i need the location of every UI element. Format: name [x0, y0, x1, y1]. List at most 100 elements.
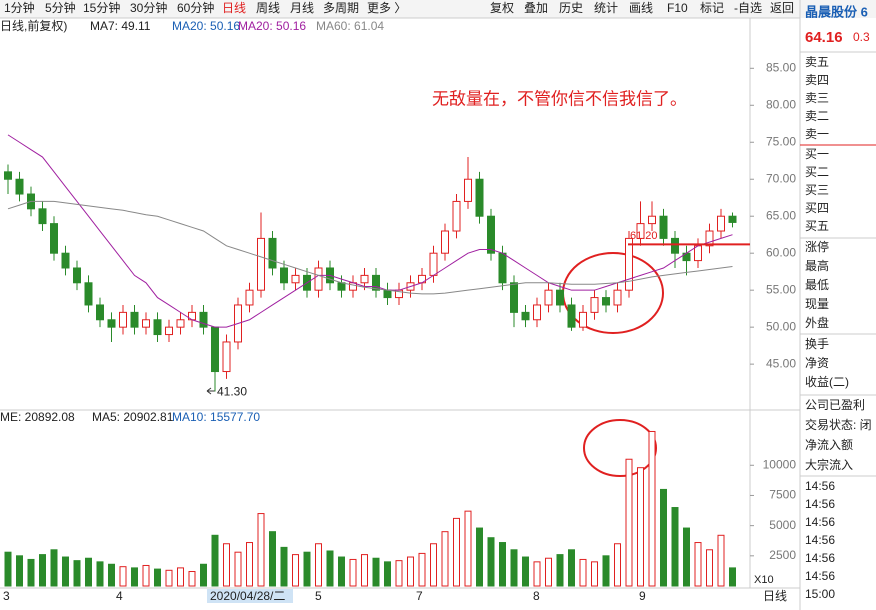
volume-bar: [223, 543, 230, 587]
tab[interactable]: 30分钟: [130, 0, 167, 15]
stock-name: 晶晨股份 6: [805, 4, 868, 19]
tab[interactable]: 更多 〉: [367, 1, 406, 15]
status-label: 大宗流入: [805, 457, 853, 472]
y-tick-label: 45.00: [766, 356, 796, 370]
sell-level: 卖二: [805, 109, 829, 123]
annotation: 无敌量在，不管你信不信我信了。: [432, 89, 687, 108]
volume-bar: [648, 430, 656, 587]
circle-annotation: [583, 419, 657, 477]
tab[interactable]: 周线: [256, 1, 280, 15]
tab[interactable]: 5分钟: [45, 0, 76, 15]
stat-label: 外盘: [805, 315, 829, 330]
volume-bar: [16, 555, 23, 587]
candle-body: [199, 311, 208, 328]
buy-level: 买二: [805, 165, 829, 179]
fin-label: 净资: [805, 356, 829, 370]
volume-bar: [292, 554, 299, 587]
volume-bar: [200, 563, 207, 587]
candle-body: [544, 289, 553, 306]
candle-body: [176, 319, 185, 328]
tab[interactable]: 日线: [222, 1, 246, 15]
volume-bar: [602, 555, 610, 587]
volume-tick-label: 10000: [763, 457, 797, 471]
candle-body: [383, 289, 392, 299]
volume-bar: [177, 567, 184, 587]
toolbar-button[interactable]: 历史: [559, 1, 583, 15]
candle-body: [222, 341, 231, 373]
candle-body: [464, 178, 472, 202]
y-tick-label: 65.00: [766, 208, 796, 222]
candle-body: [648, 215, 656, 225]
candle-body: [280, 267, 288, 284]
candle-body: [360, 274, 369, 284]
volume-bar: [73, 560, 81, 587]
volume-bar: [269, 531, 276, 587]
low-arrow: [206, 387, 215, 395]
candle-body: [268, 237, 277, 269]
tab[interactable]: 月线: [290, 1, 314, 15]
volume-bar: [407, 556, 414, 587]
volume-bar: [568, 549, 575, 587]
ma-line: [7, 134, 733, 328]
buy-level: 买五: [805, 219, 829, 233]
volume-bar: [338, 556, 345, 587]
candle-body: [130, 311, 139, 328]
change: 0.3: [853, 30, 870, 44]
stat-label: 最高: [805, 258, 829, 273]
candle-body: [429, 252, 438, 276]
candle-body: [50, 223, 58, 254]
candle-body: [84, 282, 93, 306]
volume-bar: [4, 551, 12, 587]
date-label: 5: [315, 589, 322, 603]
volume-legend: ME: 20892.08: [0, 410, 75, 424]
volume-bar: [694, 542, 702, 587]
candle-body: [717, 215, 725, 232]
tab[interactable]: 多周期: [323, 1, 359, 15]
volume-bar: [729, 567, 736, 587]
tab[interactable]: 60分钟: [177, 0, 214, 15]
candle-body: [498, 252, 507, 284]
sell-level: 卖四: [805, 73, 829, 87]
status-label: 净流入额: [805, 438, 853, 452]
trade-time: 14:56: [805, 569, 835, 583]
stat-label: 现量: [805, 297, 829, 311]
volume-tick-label: 2500: [769, 548, 796, 562]
toolbar-button[interactable]: F10: [667, 1, 688, 15]
volume-bar: [395, 560, 403, 587]
toolbar-button[interactable]: 画线: [629, 1, 653, 15]
y-tick-label: 75.00: [766, 134, 796, 148]
candle-body: [613, 289, 622, 306]
toolbar-button[interactable]: 统计: [594, 1, 618, 15]
toolbar-button[interactable]: 复权: [490, 1, 514, 15]
tab[interactable]: 1分钟: [4, 0, 35, 15]
volume-unit: X10: [754, 574, 774, 586]
y-tick-label: 70.00: [766, 171, 796, 185]
volume-bar: [27, 558, 35, 587]
trade-time: 14:56: [805, 551, 835, 565]
toolbar-button[interactable]: 返回: [770, 1, 794, 15]
candle-body: [487, 215, 495, 254]
volume-bar: [510, 549, 518, 587]
y-tick-label: 55.00: [766, 282, 796, 296]
volume-bar: [142, 564, 150, 587]
candle-body: [291, 274, 300, 284]
volume-bar: [614, 543, 621, 587]
status-label: 公司已盈利: [805, 398, 865, 412]
sell-level: 卖五: [805, 55, 829, 69]
tab[interactable]: 15分钟: [83, 0, 120, 15]
toolbar-button[interactable]: 标记: [700, 1, 724, 15]
candle-body: [510, 282, 518, 313]
candle-body: [257, 237, 265, 291]
volume-bar: [39, 554, 46, 587]
toolbar-button[interactable]: -自选: [734, 1, 762, 15]
candle-body: [211, 326, 219, 373]
volume-bar: [533, 561, 541, 587]
candle-body: [142, 319, 150, 328]
toolbar-button[interactable]: 叠加: [524, 1, 548, 15]
date-label: 9: [639, 589, 646, 603]
volume-bar: [464, 510, 472, 587]
toolbar-bg: [0, 0, 876, 18]
sell-level: 卖一: [805, 127, 829, 141]
volume-bar: [453, 517, 460, 587]
